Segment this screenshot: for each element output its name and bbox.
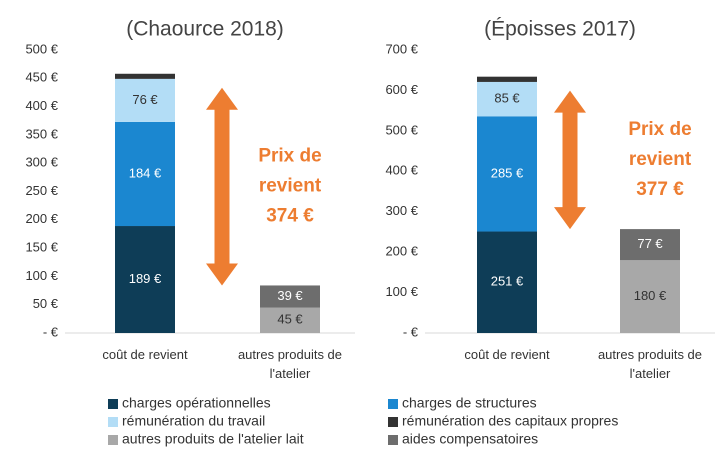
value-label: 251 € [491, 274, 524, 289]
legend-swatch [388, 399, 398, 409]
legend-label: charges de structures [402, 395, 537, 411]
value-label: 189 € [129, 271, 162, 286]
legend-swatch [108, 435, 118, 445]
legend-swatch [388, 417, 398, 427]
y-tick-label: 50 € [33, 296, 59, 311]
x-tick-label: autres produits de l'atelier [598, 347, 702, 381]
annotation: 377 € [636, 179, 684, 200]
bar-segment [477, 76, 537, 82]
legend-label: rémunération du travail [122, 413, 265, 429]
bar-segment [477, 81, 537, 117]
bar-segment [620, 229, 680, 261]
y-tick-label: 500 € [385, 122, 418, 137]
legend-label: rémunération des capitaux propres [402, 413, 618, 429]
range-arrow [554, 90, 586, 230]
y-tick-label: 450 € [25, 70, 58, 85]
bar-segment [260, 307, 320, 333]
value-label: 85 € [494, 91, 520, 106]
legend-swatch [108, 417, 118, 427]
value-label: 184 € [129, 165, 162, 180]
y-tick-label: 400 € [385, 163, 418, 178]
x-tick-label: autres produits de l'atelier [238, 347, 342, 381]
bar-segment [115, 78, 175, 122]
y-tick-label: 150 € [25, 240, 58, 255]
chart-title: (Chaource 2018) [126, 18, 284, 41]
legend-label: charges opérationnelles [122, 395, 271, 411]
y-tick-label: 350 € [25, 126, 58, 141]
y-tick-label: 500 € [25, 41, 58, 56]
annotation: 374 € [266, 206, 314, 227]
y-tick-label: 300 € [25, 155, 58, 170]
bar-segment [477, 231, 537, 333]
y-tick-label: 400 € [25, 98, 58, 113]
annotation: Prix de [258, 146, 321, 167]
y-tick-label: 200 € [385, 244, 418, 259]
range-arrow [206, 87, 238, 286]
y-tick-label: - € [43, 324, 59, 339]
value-label: 285 € [491, 165, 524, 180]
chart-title: (Époisses 2017) [484, 18, 636, 41]
value-label: 45 € [277, 312, 303, 327]
bar-segment [260, 285, 320, 308]
annotation: Prix de [628, 119, 691, 140]
annotation: revient [259, 176, 322, 197]
y-tick-label: 250 € [25, 183, 58, 198]
y-tick-label: 700 € [385, 41, 418, 56]
value-label: 77 € [637, 236, 663, 251]
value-label: 76 € [132, 92, 158, 107]
bar-segment [477, 116, 537, 232]
bar-segment [620, 260, 680, 333]
bar-segment [115, 226, 175, 333]
value-label: 39 € [277, 288, 303, 303]
y-tick-label: 200 € [25, 211, 58, 226]
y-tick-label: 100 € [385, 284, 418, 299]
legend-swatch [108, 399, 118, 409]
value-label: 180 € [634, 288, 667, 303]
bar-segment [115, 73, 175, 79]
y-tick-label: 300 € [385, 203, 418, 218]
legend-swatch [388, 435, 398, 445]
legend-label: aides compensatoires [402, 431, 538, 447]
y-tick-label: 100 € [25, 268, 58, 283]
bar-segment [115, 121, 175, 227]
x-tick-label: coût de revient [464, 347, 550, 362]
legend-label: autres produits de l'atelier lait [122, 431, 304, 447]
y-tick-label: 600 € [385, 82, 418, 97]
y-tick-label: - € [403, 324, 419, 339]
x-tick-label: coût de revient [102, 347, 188, 362]
annotation: revient [629, 149, 692, 170]
